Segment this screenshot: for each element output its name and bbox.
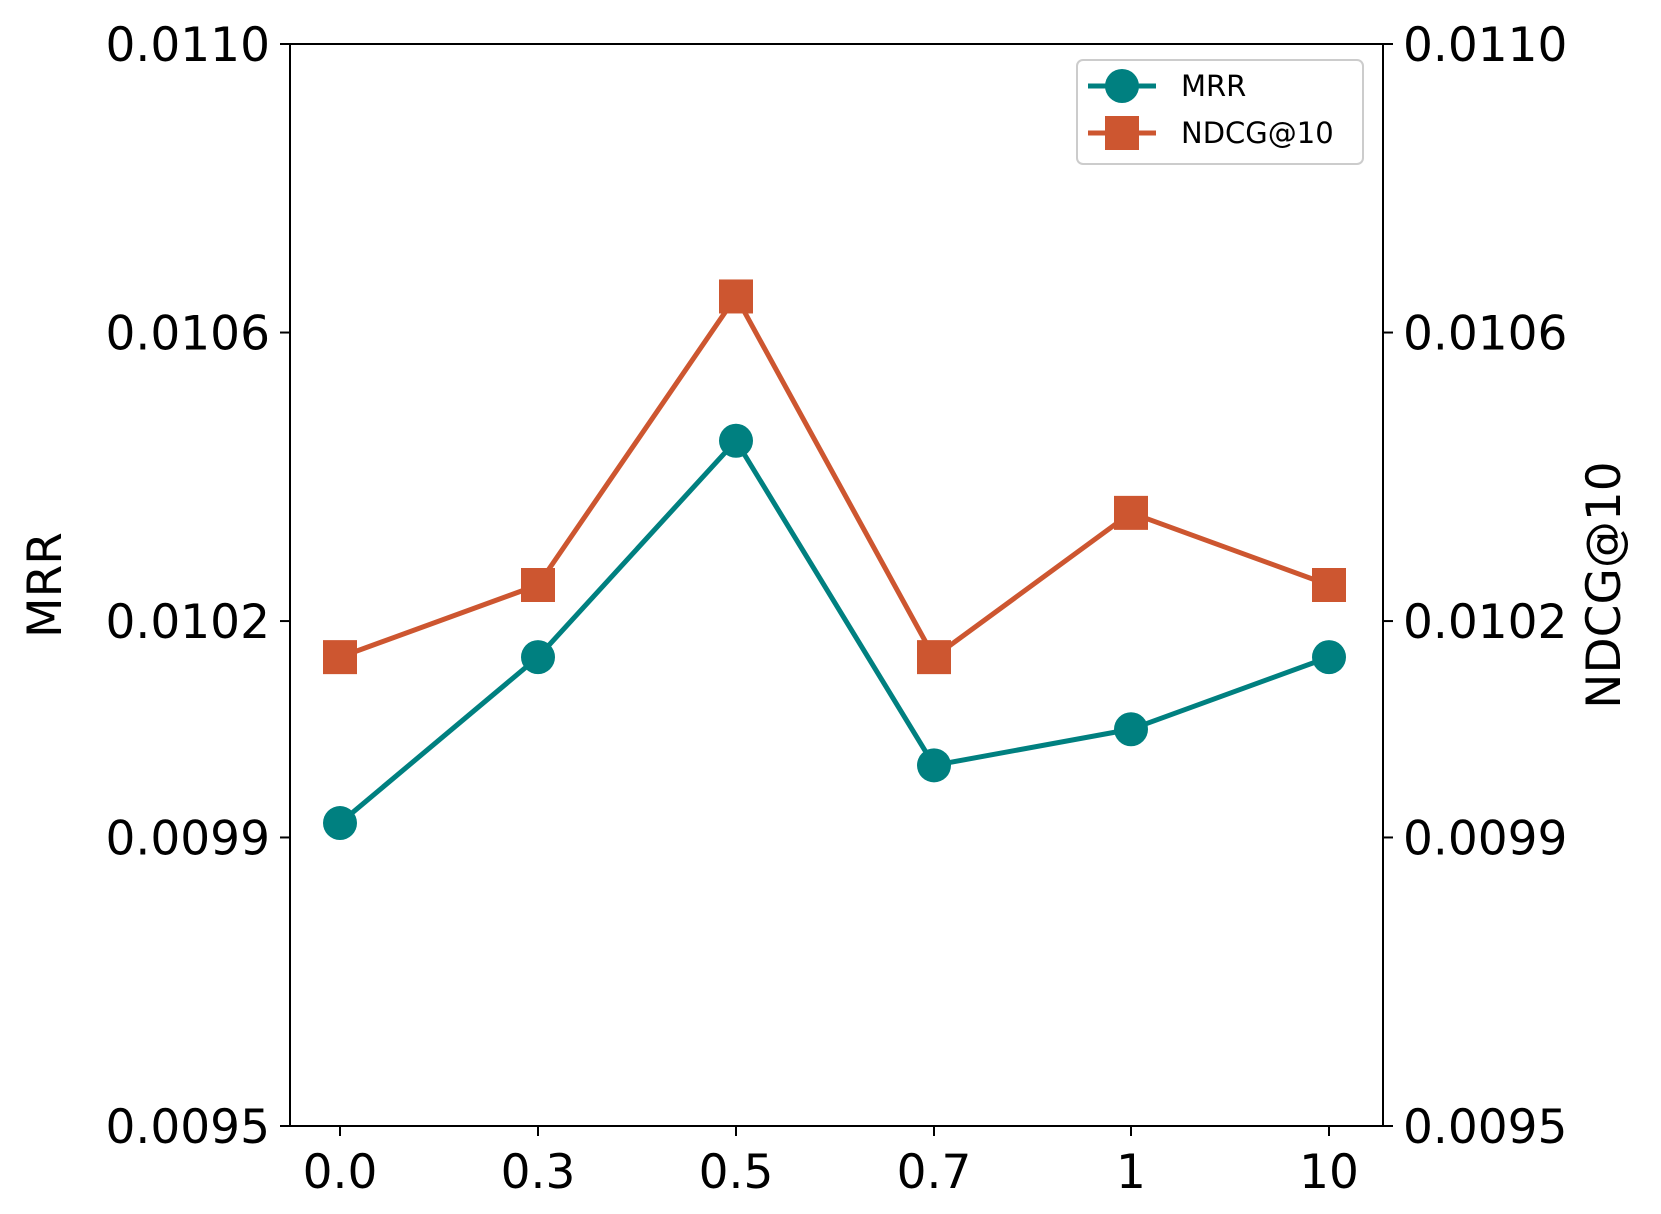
series-ndcg10-point xyxy=(1312,568,1346,602)
right-y-tick-label: 0.0095 xyxy=(1403,1100,1567,1155)
x-tick-label: 0.5 xyxy=(699,1145,774,1200)
right-y-axis: 0.0095 0.0099 0.0102 0.0106 0.0110 xyxy=(1383,18,1567,1155)
left-y-tick-label: 0.0095 xyxy=(106,1100,270,1155)
left-y-axis: 0.0095 0.0099 0.0102 0.0106 0.0110 xyxy=(106,18,290,1155)
series-mrr-point xyxy=(1114,712,1148,747)
legend: MRR NDCG@10 xyxy=(1076,59,1364,165)
x-tick-label: 0.3 xyxy=(501,1145,576,1200)
series-mrr-point xyxy=(1312,640,1346,675)
legend-ndcg-marker xyxy=(1105,116,1139,150)
plot-frame xyxy=(289,43,1384,1127)
x-tick-label: 1 xyxy=(1116,1145,1146,1200)
series-mrr-point xyxy=(719,423,753,458)
series-mrr-line xyxy=(338,438,1330,825)
legend-mrr-marker xyxy=(1105,69,1139,103)
series-ndcg10-point xyxy=(719,279,753,314)
right-y-tick-label: 0.0102 xyxy=(1403,595,1567,650)
right-y-axis-title: NDCG@10 xyxy=(1577,461,1632,708)
series-mrr-point xyxy=(521,640,555,675)
right-y-tick-label: 0.0106 xyxy=(1403,307,1567,362)
right-y-tick-label: 0.0099 xyxy=(1403,811,1567,866)
x-axis: 0.0 0.3 0.5 0.7 1 10 xyxy=(303,1126,1359,1200)
left-y-tick-label: 0.0110 xyxy=(106,18,270,73)
series-ndcg10-point xyxy=(917,640,951,675)
x-tick-label: 0.0 xyxy=(303,1145,378,1200)
legend-mrr-label: MRR xyxy=(1181,69,1246,103)
left-y-axis-title: MRR xyxy=(18,532,73,638)
right-y-tick-label: 0.0110 xyxy=(1403,18,1567,73)
left-y-tick-label: 0.0102 xyxy=(106,595,270,650)
x-tick-label: 0.7 xyxy=(897,1145,972,1200)
left-y-tick-label: 0.0106 xyxy=(106,307,270,362)
x-tick-label: 10 xyxy=(1299,1145,1359,1200)
series-ndcg10-point xyxy=(323,640,357,675)
series-ndcg10-point xyxy=(521,568,555,602)
series-mrr-point xyxy=(323,806,357,841)
series-ndcg10-line xyxy=(339,293,1330,660)
series-mrr-point xyxy=(917,748,951,783)
series-ndcg10-point xyxy=(1114,495,1148,530)
series-layer xyxy=(323,279,1346,841)
legend-ndcg-label: NDCG@10 xyxy=(1181,116,1334,150)
left-y-tick-label: 0.0099 xyxy=(106,811,270,866)
